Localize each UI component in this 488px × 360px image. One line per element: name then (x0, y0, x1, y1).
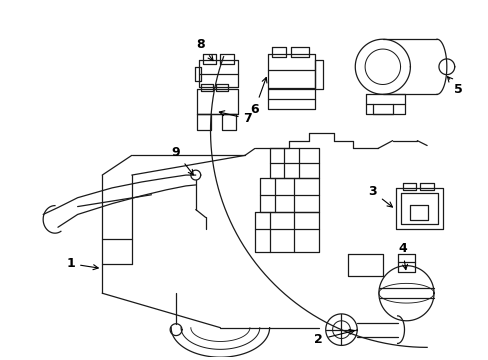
Text: 5: 5 (447, 77, 462, 96)
Text: 6: 6 (250, 77, 266, 116)
Text: 4: 4 (397, 242, 407, 270)
Text: 7: 7 (219, 111, 252, 125)
Text: 9: 9 (171, 146, 193, 175)
Text: 3: 3 (368, 185, 392, 207)
Text: 8: 8 (196, 38, 213, 60)
Text: 1: 1 (66, 257, 98, 270)
Text: 2: 2 (314, 329, 354, 346)
